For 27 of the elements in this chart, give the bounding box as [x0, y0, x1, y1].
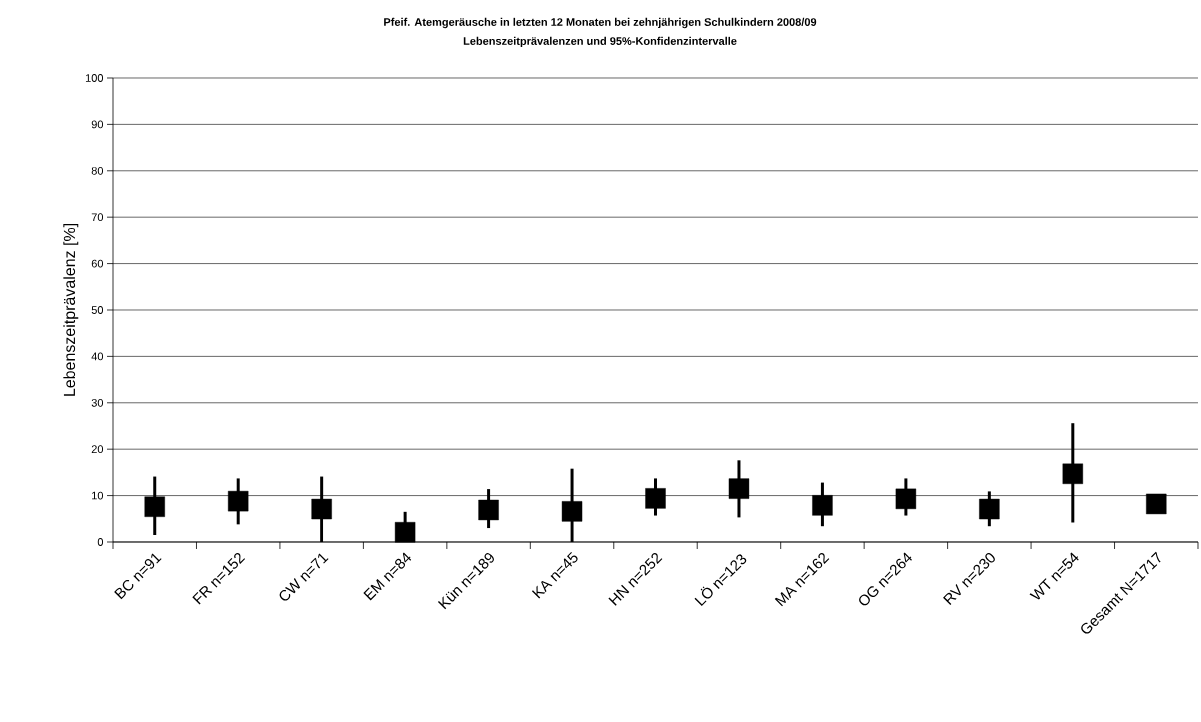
- y-tick-label: 0: [97, 538, 104, 546]
- point: [728, 478, 750, 499]
- point: [478, 499, 499, 521]
- point: [812, 495, 833, 516]
- point: [228, 490, 249, 512]
- point: [1146, 493, 1167, 515]
- y-tick-label: 100: [85, 74, 104, 82]
- y-tick-label: 90: [91, 120, 104, 129]
- point: [895, 488, 917, 510]
- point: [1062, 463, 1084, 484]
- chart-title: Pfeif. Atemgeräusche in letzten 12 Monaten bei zehnjährigen Schulkindern 2008/09: [384, 17, 817, 29]
- y-tick-label: 80: [91, 166, 104, 175]
- chart-subtitle: Lebenszeitprävalenzen und 95%-Konfidenzintervalle: [463, 36, 737, 48]
- y-tick-label: 30: [91, 398, 104, 407]
- y-tick-label: 50: [91, 306, 104, 314]
- y-tick-label: 60: [91, 259, 104, 268]
- point: [144, 496, 165, 517]
- point: [561, 501, 583, 522]
- y-tick-label: 20: [91, 445, 104, 454]
- point: [394, 522, 416, 543]
- y-tick-label: 10: [92, 491, 104, 500]
- point: [979, 498, 1000, 520]
- y-axis-title: Lebenszeitprävalenz [%]: [63, 224, 79, 396]
- y-tick-label: 40: [91, 352, 104, 361]
- point: [311, 498, 332, 520]
- y-tick-label: 70: [91, 213, 104, 222]
- point: [645, 488, 666, 509]
